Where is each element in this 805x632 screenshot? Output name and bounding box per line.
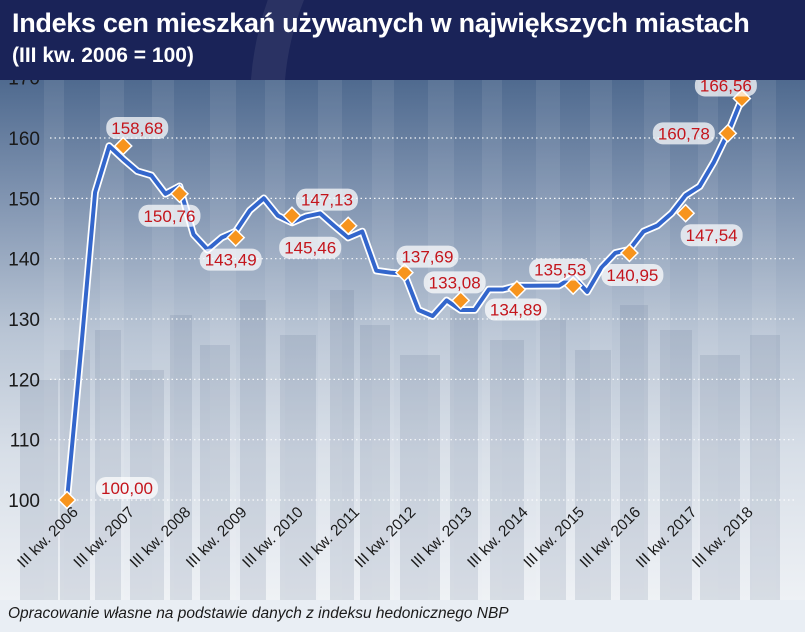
- data-marker: [507, 279, 527, 300]
- data-label: 160,78: [658, 124, 710, 143]
- data-label: 150,76: [143, 207, 195, 226]
- data-label-bg: [601, 263, 664, 286]
- data-markers: [57, 88, 752, 510]
- data-label-bg: [484, 298, 547, 321]
- data-label-bg: [138, 204, 201, 227]
- data-label: 133,08: [429, 273, 481, 292]
- data-marker: [169, 184, 190, 204]
- source-note: Opracowanie własne na podstawie danych z…: [8, 605, 509, 622]
- data-label-bg: [652, 122, 715, 145]
- data-label: 147,13: [301, 191, 353, 210]
- data-marker: [282, 206, 302, 226]
- data-label: 134,89: [490, 301, 542, 320]
- background-skyline: [20, 80, 780, 600]
- data-label-bg: [199, 248, 262, 271]
- data-marker: [619, 243, 639, 263]
- data-labels: 100,00 158,68 150,76 143,49 147,13 145,46 137,…: [96, 80, 757, 499]
- y-tick-label: 110: [10, 431, 40, 452]
- data-label-bg: [423, 271, 486, 294]
- data-marker: [451, 290, 471, 310]
- y-axis: 100 110 120 130 140 150 160 170: [8, 80, 40, 512]
- y-tick-label: 150: [8, 189, 40, 210]
- data-label: 166,56: [700, 80, 752, 95]
- data-label: 158,68: [111, 119, 163, 138]
- chart-subtitle: (III kw. 2006 = 100): [12, 44, 194, 67]
- data-label-bg: [680, 224, 743, 247]
- data-label-bg: [396, 245, 459, 268]
- data-label: 143,49: [205, 251, 257, 270]
- data-marker: [563, 276, 583, 296]
- data-label: 147,54: [686, 226, 738, 245]
- data-label: 100,00: [101, 479, 153, 498]
- data-label: 137,69: [401, 248, 453, 267]
- line-chart: 100110120130140150160170 III kw. 2006III…: [8, 80, 795, 600]
- data-label: 145,46: [284, 239, 336, 258]
- data-label: 140,95: [606, 266, 658, 285]
- data-label-bg: [279, 236, 342, 259]
- y-tick-label: 120: [8, 370, 40, 391]
- data-label: 135,53: [534, 261, 586, 280]
- data-marker: [338, 216, 358, 236]
- chart-area: 100110120130140150160170 III kw. 2006III…: [0, 80, 805, 600]
- data-label-bg: [694, 80, 757, 97]
- y-tick-label: 170: [8, 80, 40, 90]
- header-banner: Indeks cen mieszkań używanych w najwięks…: [0, 0, 805, 80]
- data-label-bg: [295, 188, 358, 211]
- data-label-bg: [529, 258, 592, 281]
- data-marker: [718, 123, 738, 143]
- data-marker: [57, 490, 77, 510]
- data-marker: [226, 228, 246, 248]
- y-tick-label: 130: [8, 310, 40, 331]
- data-marker: [676, 203, 696, 223]
- data-marker: [394, 263, 414, 283]
- y-tick-label: 140: [8, 250, 40, 271]
- data-marker: [113, 136, 133, 156]
- chart-title: Indeks cen mieszkań używanych w najwięks…: [12, 8, 750, 38]
- y-tick-label: 160: [8, 129, 40, 150]
- data-label-bg: [96, 477, 158, 499]
- data-label-bg: [106, 116, 169, 139]
- y-tick-label: 100: [8, 491, 40, 512]
